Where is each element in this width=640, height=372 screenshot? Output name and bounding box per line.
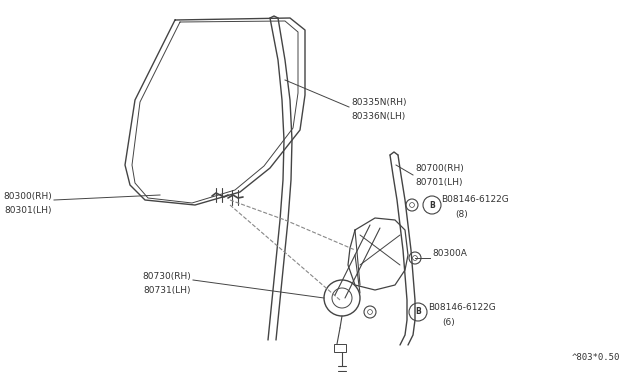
Text: 80300(RH): 80300(RH) (3, 192, 52, 201)
Text: 80700(RH): 80700(RH) (415, 164, 464, 173)
Text: (6): (6) (442, 317, 455, 327)
Text: 80336N(LH): 80336N(LH) (351, 112, 405, 121)
Text: B: B (429, 201, 435, 209)
Text: 80301(LH): 80301(LH) (4, 205, 52, 215)
Bar (334, 344, 346, 352)
Text: 80701(LH): 80701(LH) (415, 177, 463, 186)
Text: B08146-6122G: B08146-6122G (428, 304, 496, 312)
Text: 80300A: 80300A (432, 248, 467, 257)
Text: (8): (8) (455, 209, 468, 218)
Text: 80335N(RH): 80335N(RH) (351, 97, 406, 106)
Text: B: B (415, 308, 421, 317)
Text: ^803*0.50: ^803*0.50 (572, 353, 620, 362)
Text: B08146-6122G: B08146-6122G (441, 196, 509, 205)
Text: 80730(RH): 80730(RH) (142, 272, 191, 280)
Text: 80731(LH): 80731(LH) (143, 285, 191, 295)
